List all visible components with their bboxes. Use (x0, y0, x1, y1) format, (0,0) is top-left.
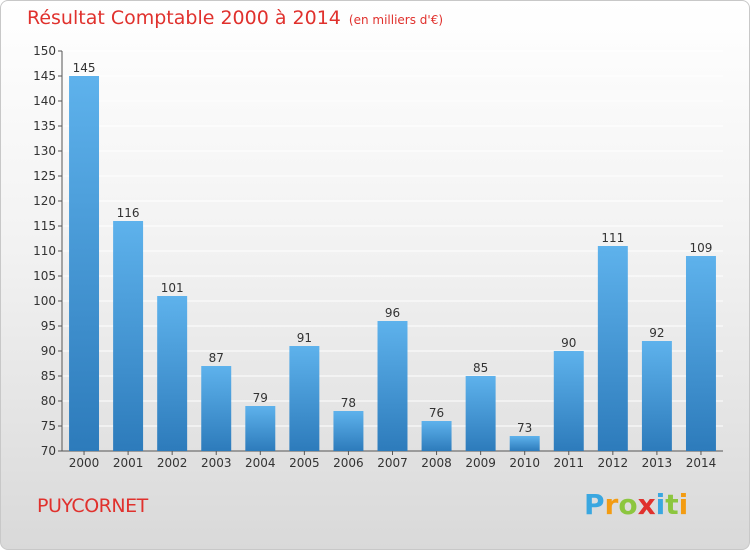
x-tick-labels: 2000 2001 2002 2003 2004 2005 2006 2007 2008 2009… (69, 456, 716, 470)
bar-value-label: 96 (385, 306, 400, 320)
bar (289, 346, 320, 451)
x-tick-label: 2005 (289, 456, 320, 470)
x-tick-label: 2011 (553, 456, 584, 470)
data-labels: 145 116 101 87 79 91 78 96 76 85 73 90 111 92 109 (73, 61, 713, 435)
y-tick-label: 95 (41, 319, 56, 333)
y-tick-label: 75 (41, 419, 56, 433)
y-tick-label: 80 (41, 394, 56, 408)
y-tick-labels: 70 75 80 85 90 95 100 105 110 115 120 125 130 135 140 1… (33, 44, 56, 458)
x-tick-label: 2001 (113, 456, 144, 470)
logo-letter: i (655, 488, 666, 521)
logo-letter: r (604, 488, 619, 521)
bar-value-label: 101 (161, 281, 184, 295)
y-tick-label: 135 (33, 119, 56, 133)
bar (553, 351, 584, 451)
bar-value-label: 91 (297, 331, 312, 345)
y-tick-label: 105 (33, 269, 56, 283)
y-tick-label: 150 (33, 44, 56, 58)
x-tick-label: 2002 (157, 456, 188, 470)
x-tick-label: 2007 (377, 456, 408, 470)
bar-value-label: 85 (473, 361, 488, 375)
y-tick-label: 120 (33, 194, 56, 208)
y-tick-label: 130 (33, 144, 56, 158)
x-tick-label: 2013 (642, 456, 673, 470)
bar (377, 321, 408, 451)
y-tick-label: 90 (41, 344, 56, 358)
bar-value-label: 109 (690, 241, 713, 255)
logo-letter: o (618, 488, 638, 521)
bar (597, 246, 628, 451)
bar (465, 376, 496, 451)
bar (113, 221, 144, 451)
bar (641, 341, 672, 451)
logo-letter: x (637, 488, 656, 521)
x-tick-label: 2014 (686, 456, 717, 470)
bar-value-label: 90 (561, 336, 576, 350)
bar (509, 436, 540, 451)
bar (685, 256, 716, 451)
x-tick-label: 2003 (201, 456, 232, 470)
y-tick-label: 125 (33, 169, 56, 183)
x-tick-label: 2012 (598, 456, 629, 470)
x-tick-label: 2004 (245, 456, 276, 470)
bar-value-label: 79 (253, 391, 268, 405)
bar-value-label: 116 (117, 206, 140, 220)
chart-subtitle: (en milliers d'€) (348, 13, 444, 27)
bar-value-label: 87 (209, 351, 224, 365)
logo-letter: t (665, 488, 679, 521)
x-tick-label: 2010 (509, 456, 540, 470)
bar-value-label: 145 (73, 61, 96, 75)
x-tick-label: 2008 (421, 456, 452, 470)
bar (333, 411, 364, 451)
x-tick-label: 2009 (465, 456, 496, 470)
bar-value-label: 92 (649, 326, 664, 340)
y-tick-label: 85 (41, 369, 56, 383)
proxiti-logo: Proxiti (584, 488, 688, 521)
logo-letter: i (678, 488, 689, 521)
bar (157, 296, 188, 451)
bar (245, 406, 276, 451)
y-tick-label: 140 (33, 94, 56, 108)
bars (69, 76, 716, 451)
y-tick-label: 110 (33, 244, 56, 258)
place-name: PUYCORNET (37, 495, 148, 517)
bar (201, 366, 232, 451)
logo-letter: P (584, 488, 605, 521)
y-tick-label: 100 (33, 294, 56, 308)
y-tick-label: 70 (41, 444, 56, 458)
chart-title: Résultat Comptable 2000 à 2014 (en millie… (27, 7, 443, 29)
y-tick-label: 145 (33, 69, 56, 83)
x-tick-label: 2000 (69, 456, 100, 470)
bar (421, 421, 452, 451)
bar (69, 76, 100, 451)
bar-value-label: 76 (429, 406, 444, 420)
bar-value-label: 78 (341, 396, 356, 410)
bar-value-label: 73 (517, 421, 532, 435)
bar-value-label: 111 (601, 231, 624, 245)
x-tick-label: 2006 (333, 456, 364, 470)
y-tick-label: 115 (33, 219, 56, 233)
chart-title-text: Résultat Comptable 2000 à 2014 (27, 7, 341, 29)
